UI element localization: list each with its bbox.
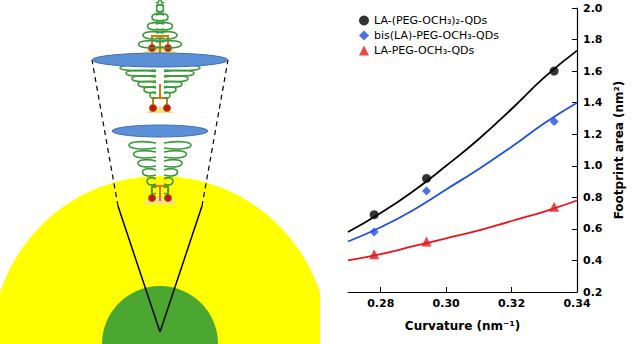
svg-text:0.2: 0.2: [583, 285, 603, 299]
svg-text:bis(LA)-PEG-OCH₃-QDs: bis(LA)-PEG-OCH₃-QDs: [374, 29, 499, 42]
svg-text:LA-PEG-OCH₃-QDs: LA-PEG-OCH₃-QDs: [374, 44, 475, 57]
svg-text:0.32: 0.32: [498, 297, 525, 310]
svg-text:1.2: 1.2: [583, 128, 603, 141]
svg-text:0.6: 0.6: [583, 222, 603, 235]
svg-text:1.0: 1.0: [583, 159, 603, 172]
svg-text:0.4: 0.4: [583, 254, 603, 267]
svg-text:0.30: 0.30: [433, 297, 460, 310]
svg-text:1.4: 1.4: [583, 96, 603, 109]
svg-text:0.28: 0.28: [367, 297, 394, 310]
svg-text:0.34: 0.34: [563, 297, 590, 310]
svg-text:1.6: 1.6: [583, 65, 603, 78]
svg-text:Curvature (nm⁻¹): Curvature (nm⁻¹): [405, 319, 520, 333]
svg-text:2.0: 2.0: [583, 2, 603, 15]
svg-text:Footprint area (nm²): Footprint area (nm²): [612, 81, 626, 220]
svg-text:0.8: 0.8: [583, 191, 603, 204]
svg-text:1.8: 1.8: [583, 33, 603, 46]
svg-text:LA-(PEG-OCH₃)₂-QDs: LA-(PEG-OCH₃)₂-QDs: [374, 14, 488, 27]
